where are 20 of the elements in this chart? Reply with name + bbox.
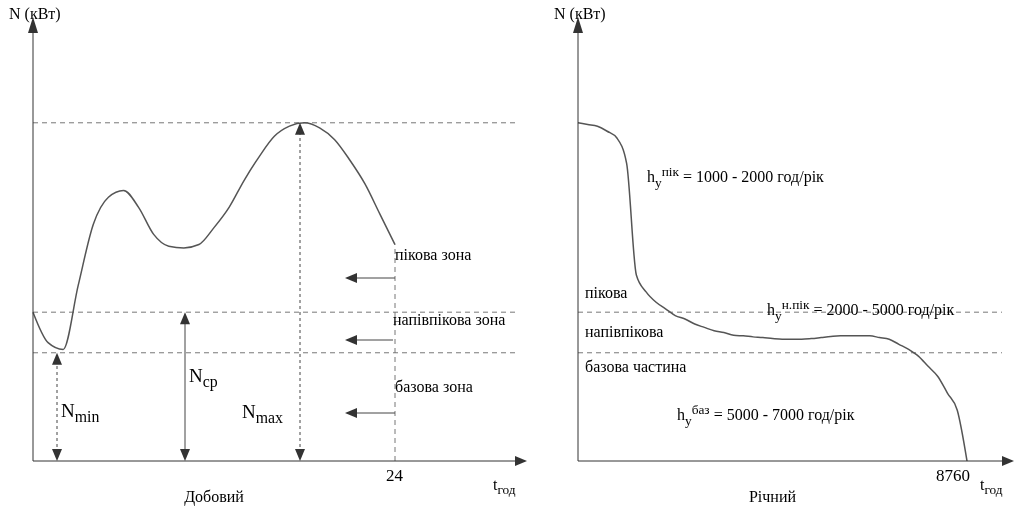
x-axis-title: t$_{год}$ (980, 475, 1003, 500)
text: 8760 (936, 466, 970, 486)
text: 24 (386, 466, 403, 486)
annotation: N$_{ср}$ (189, 365, 218, 392)
annotation: напівпікова зона (393, 310, 506, 330)
y-axis-title: N (кВт) (554, 4, 606, 24)
annotation: h$_{у}$$^{баз}$ = 5000 - 7000 год/рік (677, 401, 855, 430)
text: Річний (747, 487, 798, 507)
annotation: напівпікова (585, 322, 664, 342)
annotation: пікова (585, 283, 628, 303)
annotation: N$_{min}$ (61, 400, 100, 427)
annotation: базова частина (585, 357, 687, 377)
y-axis-title: N (кВт) (9, 4, 61, 24)
annotation: h$_{у}$$^{пік}$ = 1000 - 2000 год/рік (647, 163, 824, 192)
annotation: N$_{max}$ (242, 401, 283, 428)
annotation: базова зона (395, 377, 473, 397)
text: Добовий (183, 487, 245, 507)
annotation: пікова зона (395, 245, 472, 265)
annotation: h$_{у}$$^{н.пік}$ = 2000 - 5000 год/рік (767, 296, 955, 325)
x-axis-title: t$_{год}$ (493, 475, 516, 500)
